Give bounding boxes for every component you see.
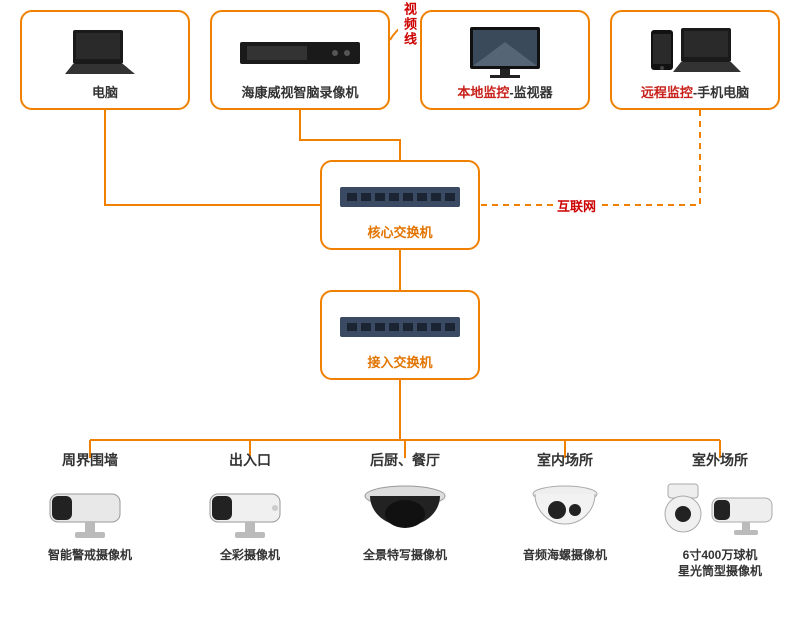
camera-3-model: 音频海螺摄像机 [523,548,607,564]
nvr-label: 海康威视智脑录像机 [241,85,358,102]
camera-1-model: 全彩摄像机 [220,548,280,564]
node-monitor: 本地监控-监视器 [420,10,590,110]
node-pc: 电脑 [20,10,190,110]
monitor-label: 本地监控-监视器 [457,85,552,102]
node-remote: 远程监控-手机电脑 [610,10,780,110]
node-nvr: 海康威视智脑录像机 [210,10,390,110]
camera-4-model: 6寸400万球机 星光筒型摄像机 [678,548,762,579]
turret-camera-icon [505,474,625,544]
camera-0: 周界围墙 智能警戒摄像机 [15,450,165,564]
camera-2-model: 全景特写摄像机 [363,548,447,564]
camera-2-location: 后厨、餐厅 [370,450,440,470]
remote-icon [616,18,774,85]
camera-4-location: 室外场所 [692,450,748,470]
label-video-cable: 视频线 [398,2,421,47]
camera-1-location: 出入口 [229,450,271,470]
node-access-switch: 接入交换机 [320,290,480,380]
access-switch-label: 接入交换机 [367,355,432,372]
node-core-switch: 核心交换机 [320,160,480,250]
pc-icon [26,18,184,85]
monitor-icon [426,18,584,85]
camera-3: 室内场所 音频海螺摄像机 [490,450,640,564]
remote-label: 远程监控-手机电脑 [641,85,749,102]
core-switch-icon [326,168,474,225]
pc-label: 电脑 [92,85,118,102]
dome-camera-icon [345,474,465,544]
bullet-camera-icon [190,474,310,544]
camera-3-location: 室内场所 [537,450,593,470]
camera-0-location: 周界围墙 [62,450,118,470]
label-internet: 互联网 [555,196,598,215]
nvr-icon [216,18,384,85]
camera-4: 室外场所 6寸400万球机 星光筒型摄像机 [645,450,795,579]
camera-0-model: 智能警戒摄像机 [48,548,132,564]
access-switch-icon [326,298,474,355]
ptz-and-bullet-icon [650,474,790,544]
camera-1: 出入口 全彩摄像机 [175,450,325,564]
core-switch-label: 核心交换机 [367,225,432,242]
bullet-camera-icon [30,474,150,544]
camera-2: 后厨、餐厅 全景特写摄像机 [330,450,480,564]
